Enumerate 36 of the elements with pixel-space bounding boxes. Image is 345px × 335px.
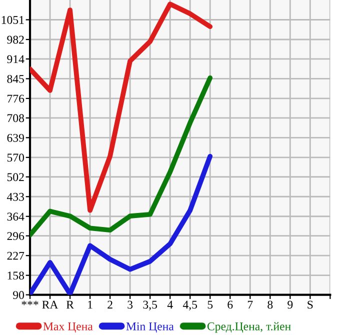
line-series (30, 154, 213, 295)
y-tick-label: 296 (7, 232, 24, 240)
y-tick-label: 433 (6, 192, 24, 201)
legend-label: Min Цена (126, 322, 174, 333)
legend-label: Сред.Цена, т.йен (207, 322, 291, 333)
y-tick-label: 227 (7, 252, 24, 260)
y-tick-label: 570 (7, 154, 24, 162)
x-tick-label: R (66, 300, 74, 309)
line-series (30, 75, 213, 238)
x-tick-label: RA (42, 300, 58, 309)
x-tick-label: 2 (108, 300, 112, 309)
x-tick-label: 1 (88, 300, 92, 309)
y-tick-label: 90 (13, 291, 24, 300)
y-tick-label: 708 (8, 114, 24, 122)
y-tick-label: 502 (7, 173, 24, 182)
y-tick-label: 914 (7, 55, 24, 64)
x-tick-label: 9 (288, 300, 293, 309)
x-tick-label: *** (22, 300, 38, 306)
legend-label: Max Цена (43, 322, 93, 333)
y-tick-label: 364 (7, 212, 24, 221)
x-tick-label: 4,5 (182, 300, 198, 310)
x-tick-label: 8 (268, 300, 273, 309)
y-tick-label: 982 (7, 36, 24, 44)
y-tick-label: 639 (7, 134, 24, 142)
y-tick-label: 845 (7, 74, 24, 83)
x-tick-label: 6 (228, 300, 233, 309)
x-tick-label: 5 (208, 300, 213, 309)
x-tick-label: 3 (128, 300, 133, 309)
y-tick-label: 1051 (2, 16, 24, 24)
y-tick-label: 158 (8, 272, 24, 280)
y-tick-label: 776 (8, 94, 24, 103)
x-tick-label: 3,5 (143, 300, 157, 310)
line-series (30, 2, 213, 213)
x-tick-label: S (308, 300, 313, 309)
x-tick-label: 7 (248, 300, 253, 309)
x-tick-label: 4 (167, 300, 173, 309)
